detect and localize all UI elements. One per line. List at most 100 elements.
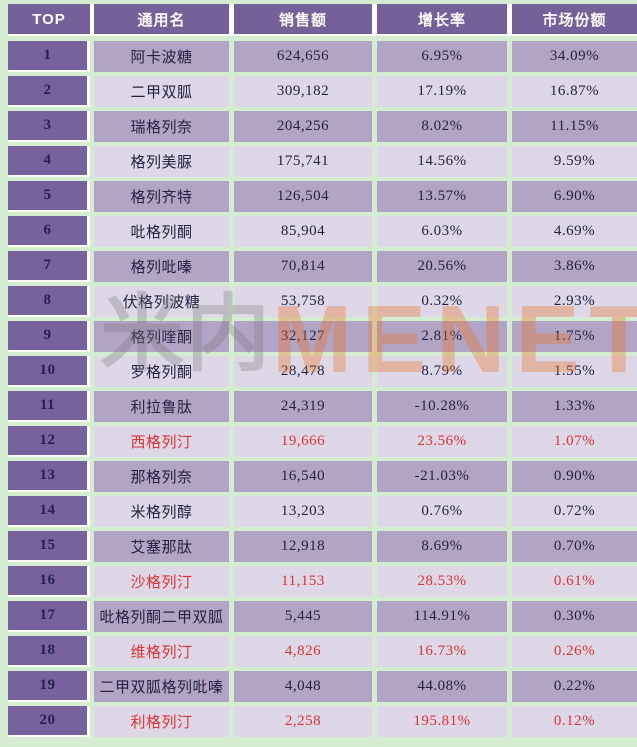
share-cell: 2.93% [512, 286, 637, 317]
column-header-growth-rate: 增长率 [377, 4, 507, 34]
sales-cell: 16,540 [234, 461, 372, 492]
growth-cell: 20.56% [377, 251, 507, 282]
sales-cell: 624,656 [234, 41, 372, 72]
table-row: 3 瑞格列奈 204,256 8.02% 11.15% [8, 111, 637, 142]
share-cell: 1.55% [512, 356, 637, 387]
rank-cell: 3 [8, 111, 90, 142]
table-row: 18 维格列汀 4,826 16.73% 0.26% [8, 636, 637, 667]
rank-cell: 15 [8, 531, 90, 562]
growth-cell: 114.91% [377, 601, 507, 632]
drug-name-cell: 吡格列酮二甲双胍 [94, 601, 229, 632]
table-row: 17 吡格列酮二甲双胍 5,445 114.91% 0.30% [8, 601, 637, 632]
table-row: 20 利格列汀 2,258 195.81% 0.12% [8, 706, 637, 737]
drug-name-cell: 伏格列波糖 [94, 286, 229, 317]
growth-cell: -10.28% [377, 391, 507, 422]
share-cell: 9.59% [512, 146, 637, 177]
sales-cell: 4,048 [234, 671, 372, 702]
growth-cell: 17.19% [377, 76, 507, 107]
growth-cell: 8.79% [377, 356, 507, 387]
share-cell: 4.69% [512, 216, 637, 247]
sales-cell: 28,478 [234, 356, 372, 387]
share-cell: 0.90% [512, 461, 637, 492]
growth-cell: 44.08% [377, 671, 507, 702]
share-cell: 0.22% [512, 671, 637, 702]
rank-cell: 4 [8, 146, 90, 177]
rank-cell: 6 [8, 216, 90, 247]
column-header-generic-name: 通用名 [94, 4, 229, 34]
sales-cell: 13,203 [234, 496, 372, 527]
share-cell: 16.87% [512, 76, 637, 107]
rank-cell: 10 [8, 356, 90, 387]
rank-cell: 1 [8, 41, 90, 72]
drug-name-cell: 瑞格列奈 [94, 111, 229, 142]
sales-cell: 309,182 [234, 76, 372, 107]
table-row: 7 格列吡嗪 70,814 20.56% 3.86% [8, 251, 637, 282]
share-cell: 0.26% [512, 636, 637, 667]
drug-name-cell: 吡格列酮 [94, 216, 229, 247]
rank-cell: 20 [8, 706, 90, 737]
growth-cell: 6.03% [377, 216, 507, 247]
table-row: 14 米格列醇 13,203 0.76% 0.72% [8, 496, 637, 527]
drug-name-cell: 阿卡波糖 [94, 41, 229, 72]
sales-cell: 70,814 [234, 251, 372, 282]
table-row: 10 罗格列酮 28,478 8.79% 1.55% [8, 356, 637, 387]
growth-cell: 0.76% [377, 496, 507, 527]
share-cell: 0.12% [512, 706, 637, 737]
sales-cell: 175,741 [234, 146, 372, 177]
sales-cell: 12,918 [234, 531, 372, 562]
sales-cell: 5,445 [234, 601, 372, 632]
share-cell: 0.70% [512, 531, 637, 562]
growth-cell: 8.02% [377, 111, 507, 142]
growth-cell: 23.56% [377, 426, 507, 457]
share-cell: 1.75% [512, 321, 637, 352]
sales-cell: 24,319 [234, 391, 372, 422]
share-cell: 6.90% [512, 181, 637, 212]
table-row: 6 吡格列酮 85,904 6.03% 4.69% [8, 216, 637, 247]
table-row: 16 沙格列汀 11,153 28.53% 0.61% [8, 566, 637, 597]
drug-name-cell: 格列喹酮 [94, 321, 229, 352]
sales-cell: 19,666 [234, 426, 372, 457]
share-cell: 1.33% [512, 391, 637, 422]
share-cell: 0.61% [512, 566, 637, 597]
sales-cell: 2,258 [234, 706, 372, 737]
drug-name-cell: 二甲双胍 [94, 76, 229, 107]
growth-cell: 28.53% [377, 566, 507, 597]
share-cell: 0.30% [512, 601, 637, 632]
drug-name-cell: 罗格列酮 [94, 356, 229, 387]
column-header-market-share: 市场份额 [512, 4, 637, 34]
rank-cell: 13 [8, 461, 90, 492]
drug-name-cell: 二甲双胍格列吡嗪 [94, 671, 229, 702]
growth-cell: 6.95% [377, 41, 507, 72]
growth-cell: 13.57% [377, 181, 507, 212]
sales-cell: 11,153 [234, 566, 372, 597]
sales-cell: 53,758 [234, 286, 372, 317]
column-header-top: TOP [8, 4, 90, 34]
share-cell: 11.15% [512, 111, 637, 142]
rank-cell: 5 [8, 181, 90, 212]
growth-cell: -21.03% [377, 461, 507, 492]
drug-name-cell: 格列齐特 [94, 181, 229, 212]
table-row: 11 利拉鲁肽 24,319 -10.28% 1.33% [8, 391, 637, 422]
rank-cell: 7 [8, 251, 90, 282]
table-row: 9 格列喹酮 32,127 2.81% 1.75% [8, 321, 637, 352]
rank-cell: 9 [8, 321, 90, 352]
growth-cell: 8.69% [377, 531, 507, 562]
drug-name-cell: 沙格列汀 [94, 566, 229, 597]
growth-cell: 14.56% [377, 146, 507, 177]
drug-name-cell: 利格列汀 [94, 706, 229, 737]
sales-cell: 204,256 [234, 111, 372, 142]
share-cell: 3.86% [512, 251, 637, 282]
table-row: 19 二甲双胍格列吡嗪 4,048 44.08% 0.22% [8, 671, 637, 702]
share-cell: 0.72% [512, 496, 637, 527]
growth-cell: 195.81% [377, 706, 507, 737]
table-row: 12 西格列汀 19,666 23.56% 1.07% [8, 426, 637, 457]
table-row: 2 二甲双胍 309,182 17.19% 16.87% [8, 76, 637, 107]
drug-name-cell: 格列美脲 [94, 146, 229, 177]
table-row: 15 艾塞那肽 12,918 8.69% 0.70% [8, 531, 637, 562]
column-header-sales: 销售额 [234, 4, 372, 34]
rank-cell: 2 [8, 76, 90, 107]
drug-name-cell: 那格列奈 [94, 461, 229, 492]
table-row: 1 阿卡波糖 624,656 6.95% 34.09% [8, 41, 637, 72]
drug-name-cell: 艾塞那肽 [94, 531, 229, 562]
